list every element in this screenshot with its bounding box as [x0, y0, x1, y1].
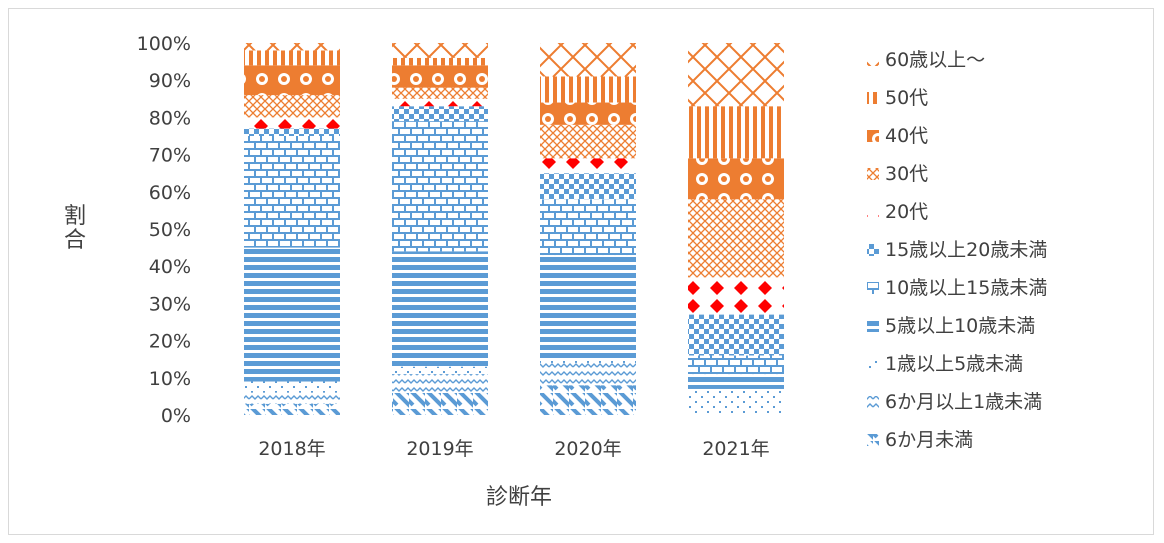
bar-segment	[688, 158, 784, 200]
bar-segment	[540, 124, 636, 159]
bar-segment	[392, 43, 488, 58]
bar-segment	[540, 199, 636, 256]
legend-label: 6か月以上1歳未満	[885, 391, 1042, 413]
legend-swatch	[867, 92, 879, 104]
legend-label: 40代	[885, 125, 928, 147]
bar-segment	[540, 255, 636, 360]
x-tick-label: 2020年	[554, 438, 621, 460]
bar-segment	[688, 106, 784, 159]
y-tick-label: 80%	[149, 107, 191, 129]
legend-swatch	[867, 282, 879, 294]
y-tick-label: 60%	[149, 182, 191, 204]
legend-swatch	[867, 206, 879, 218]
y-axis-ticks: 0% 10% 20% 30% 40% 50% 60% 70% 80% 90% 100%	[137, 33, 191, 427]
legend-label: 60歳以上～	[885, 49, 985, 71]
legend-label: 1歳以上5歳未満	[885, 353, 1023, 375]
legend-swatch	[867, 54, 879, 66]
bar-segment	[392, 392, 488, 415]
bar-segment	[688, 277, 784, 315]
x-tick-label: 2018年	[258, 438, 325, 460]
y-tick-label: 50%	[149, 219, 191, 241]
legend-swatch	[867, 396, 879, 408]
legend-swatch	[867, 130, 879, 142]
bar-segment	[688, 43, 784, 107]
bar-segment	[392, 374, 488, 393]
bar-segment	[688, 314, 784, 356]
x-tick-label: 2019年	[406, 438, 473, 460]
bar-segment	[244, 128, 340, 136]
bar-stacks	[244, 43, 784, 415]
bar-segment	[244, 403, 340, 415]
legend-label: 5歳以上10歳未満	[885, 315, 1035, 337]
bar-segment	[244, 65, 340, 96]
y-tick-label: 10%	[149, 368, 191, 390]
bar-segment	[392, 251, 488, 367]
legend-swatch	[867, 358, 879, 370]
legend-swatch	[867, 244, 879, 256]
y-tick-label: 100%	[137, 33, 191, 55]
bar-segment	[540, 359, 636, 363]
bar-segment	[540, 43, 636, 77]
x-axis-ticks: 2018年 2019年 2020年 2021年	[258, 438, 769, 460]
legend-swatch	[867, 434, 879, 446]
bar-segment	[244, 247, 340, 382]
bar-segment	[540, 158, 636, 174]
bar-segment	[244, 136, 340, 248]
legend: 60歳以上～ 50代 40代 30代 20代 15歳以上20歳未満 10歳以上15歳未満 5歳…	[867, 49, 1047, 451]
bar-segment	[540, 173, 636, 200]
bar-segment	[392, 106, 488, 122]
legend-label: 30代	[885, 163, 928, 185]
bar-segment	[688, 374, 784, 389]
legend-swatch	[867, 320, 879, 332]
bar-segment	[688, 199, 784, 278]
bar-segment	[688, 388, 784, 415]
bar-segment	[244, 117, 340, 129]
y-tick-label: 0%	[161, 405, 191, 427]
y-tick-label: 90%	[149, 70, 191, 92]
legend-label: 20代	[885, 201, 928, 223]
bar-segment	[244, 50, 340, 66]
bar-segment	[392, 87, 488, 99]
bar-segment	[244, 381, 340, 393]
y-tick-label: 30%	[149, 293, 191, 315]
bar-segment	[540, 362, 636, 386]
x-axis-label: 診断年	[486, 485, 552, 510]
bar-segment	[392, 98, 488, 107]
bar-segment	[392, 366, 488, 375]
bar-segment	[540, 385, 636, 415]
y-tick-label: 70%	[149, 145, 191, 167]
legend-label: 50代	[885, 87, 928, 109]
legend-label: 6か月未満	[885, 429, 973, 451]
bar-segment	[540, 76, 636, 103]
bar-segment	[392, 57, 488, 66]
bar-segment	[244, 43, 340, 51]
bar-segment	[688, 355, 784, 375]
bar-segment	[244, 95, 340, 118]
x-tick-label: 2021年	[702, 438, 769, 460]
y-axis-label: 割合	[64, 204, 86, 253]
bar-segment	[540, 102, 636, 125]
bar-segment	[392, 65, 488, 88]
bar-segment	[392, 121, 488, 252]
y-tick-label: 40%	[149, 256, 191, 278]
y-tick-label: 20%	[149, 331, 191, 353]
legend-swatch	[867, 168, 879, 180]
stacked-bar-chart: 0%10%20%30%40%50%60%70%80%90%100% 2018年 2…	[64, 33, 1047, 510]
bar-segment	[244, 392, 340, 404]
legend-label: 15歳以上20歳未満	[885, 239, 1047, 261]
chart-frame: 0% 10% 20% 30% 40% 50% 60% 70% 80% 90% 100% 2018年 2…	[8, 8, 1154, 535]
legend-label: 10歳以上15歳未満	[885, 277, 1047, 299]
